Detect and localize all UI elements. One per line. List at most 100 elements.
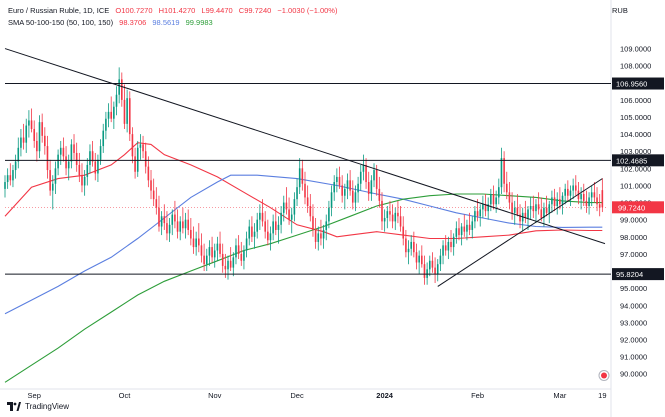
candle-body[interactable]: [272, 221, 274, 234]
candle-body[interactable]: [590, 192, 593, 198]
candle-body[interactable]: [166, 223, 168, 234]
candle-body[interactable]: [434, 267, 436, 275]
candle-body[interactable]: [277, 224, 280, 230]
candle-body[interactable]: [168, 224, 171, 234]
candle-body[interactable]: [351, 190, 354, 203]
candle-body[interactable]: [54, 168, 57, 184]
candle-body[interactable]: [110, 111, 112, 119]
candle-body[interactable]: [508, 192, 511, 203]
candle-body[interactable]: [413, 241, 415, 253]
candle-body[interactable]: [118, 79, 120, 95]
candle-body[interactable]: [405, 238, 407, 253]
candle-body[interactable]: [264, 221, 266, 232]
candle-body[interactable]: [67, 161, 70, 169]
candle-body[interactable]: [561, 195, 564, 205]
candle-body[interactable]: [251, 226, 253, 237]
candle-body[interactable]: [38, 122, 41, 152]
candle-body[interactable]: [389, 211, 391, 215]
candle-body[interactable]: [503, 158, 505, 184]
candle-body[interactable]: [30, 120, 33, 129]
candle-body[interactable]: [588, 197, 590, 206]
candle-body[interactable]: [301, 168, 304, 184]
candle-body[interactable]: [466, 224, 468, 232]
candle-body[interactable]: [139, 144, 142, 148]
candle-body[interactable]: [328, 207, 330, 222]
sma100-line[interactable]: [4, 174, 603, 315]
candle-body[interactable]: [357, 183, 359, 193]
candle-body[interactable]: [14, 161, 17, 171]
candle-body[interactable]: [598, 204, 601, 208]
candle-body[interactable]: [62, 147, 65, 157]
candle-body[interactable]: [444, 245, 447, 251]
candle-body[interactable]: [601, 190, 604, 208]
candle-body[interactable]: [330, 192, 333, 208]
candle-body[interactable]: [248, 226, 251, 239]
candle-body[interactable]: [187, 219, 189, 230]
candle-body[interactable]: [192, 238, 195, 248]
tradingview-logo[interactable]: TradingView: [7, 402, 69, 411]
candle-body[interactable]: [205, 255, 208, 265]
candle-body[interactable]: [365, 164, 367, 183]
candle-body[interactable]: [460, 226, 463, 236]
downtrend-trendline[interactable]: [4, 48, 606, 245]
candle-body[interactable]: [312, 216, 314, 230]
candle-body[interactable]: [386, 211, 389, 218]
candle-body[interactable]: [107, 111, 110, 119]
candle-body[interactable]: [535, 204, 537, 212]
candle-body[interactable]: [235, 245, 237, 258]
candle-body[interactable]: [551, 197, 553, 205]
candle-body[interactable]: [309, 206, 312, 217]
candle-body[interactable]: [267, 231, 269, 241]
candle-body[interactable]: [349, 180, 351, 191]
candle-body[interactable]: [527, 209, 529, 218]
candle-body[interactable]: [290, 214, 293, 220]
candle-body[interactable]: [224, 265, 227, 270]
candle-body[interactable]: [216, 243, 219, 251]
candle-body[interactable]: [150, 180, 152, 191]
candle-body[interactable]: [184, 219, 187, 229]
candle-body[interactable]: [495, 197, 497, 205]
candle-body[interactable]: [78, 164, 81, 176]
candle-body[interactable]: [123, 99, 126, 124]
candle-body[interactable]: [211, 247, 213, 258]
candle-body[interactable]: [243, 250, 245, 261]
candle-body[interactable]: [325, 221, 328, 230]
candle-body[interactable]: [516, 207, 519, 215]
candle-body[interactable]: [484, 204, 487, 212]
candle-body[interactable]: [492, 194, 495, 205]
candle-body[interactable]: [458, 228, 460, 236]
candle-body[interactable]: [41, 122, 43, 136]
candle-body[interactable]: [341, 185, 343, 196]
candle-body[interactable]: [171, 214, 174, 225]
candle-body[interactable]: [28, 120, 30, 126]
candle-body[interactable]: [274, 221, 277, 230]
candle-body[interactable]: [144, 151, 147, 167]
candle-body[interactable]: [75, 152, 78, 165]
candle-body[interactable]: [593, 192, 596, 198]
candle-body[interactable]: [423, 264, 426, 278]
candle-body[interactable]: [431, 260, 434, 268]
candle-body[interactable]: [113, 106, 115, 119]
candle-body[interactable]: [487, 204, 489, 212]
symbol-title[interactable]: Euro / Russian Ruble, 1D, ICE: [8, 6, 110, 15]
candle-body[interactable]: [373, 170, 375, 181]
candle-body[interactable]: [428, 260, 431, 270]
candle-body[interactable]: [152, 190, 155, 200]
candle-body[interactable]: [402, 226, 405, 239]
candle-body[interactable]: [322, 229, 325, 239]
candle-body[interactable]: [391, 214, 394, 222]
candle-body[interactable]: [176, 221, 179, 232]
candle-body[interactable]: [354, 192, 357, 203]
candle-body[interactable]: [498, 187, 500, 198]
candle-body[interactable]: [585, 200, 588, 206]
candle-body[interactable]: [65, 156, 67, 169]
candle-body[interactable]: [36, 140, 38, 152]
candle-body[interactable]: [219, 243, 221, 254]
candle-body[interactable]: [415, 252, 418, 263]
candle-body[interactable]: [378, 188, 381, 201]
candle-body[interactable]: [336, 176, 338, 183]
candle-body[interactable]: [115, 94, 118, 107]
sma50-line[interactable]: [4, 142, 603, 240]
candle-body[interactable]: [200, 245, 203, 256]
candle-body[interactable]: [344, 188, 346, 196]
